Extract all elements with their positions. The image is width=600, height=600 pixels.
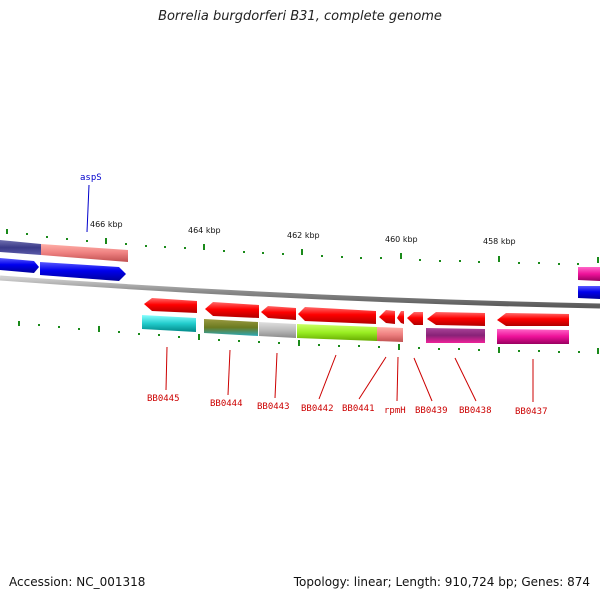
gene-label-BB0437[interactable]: BB0437 [515, 407, 548, 417]
gene-arrow-BB0439[interactable] [407, 312, 423, 325]
gene-arrow-aspS[interactable] [0, 258, 39, 273]
gene-arrow-rpmH[interactable] [397, 311, 404, 324]
gene-arrow-right-forward[interactable] [578, 286, 600, 299]
feature-salmon-upper[interactable] [41, 244, 128, 262]
feature-magenta-right[interactable] [578, 267, 600, 281]
feature-gray[interactable] [259, 322, 296, 338]
gene-label-BB0442[interactable]: BB0442 [301, 404, 334, 414]
tick-label-466: 466 kbp [90, 220, 123, 229]
inner-tick-row [18, 321, 599, 354]
gene-label-aspS[interactable]: aspS [80, 173, 102, 183]
genome-backbone [0, 275, 600, 309]
gene-label-BB0438[interactable]: BB0438 [459, 406, 492, 416]
feature-navy[interactable] [0, 240, 41, 255]
tick-label-460: 460 kbp [385, 235, 418, 244]
gene-arrow-BB0445[interactable] [144, 298, 197, 313]
gene-arrow-BB0437[interactable] [497, 313, 569, 326]
feature-purple[interactable] [426, 328, 485, 343]
feature-cyan[interactable] [142, 315, 196, 332]
gene-arrow-BB0442[interactable] [298, 307, 376, 324]
gene-label-BB0443[interactable]: BB0443 [257, 402, 290, 412]
feature-magenta[interactable] [497, 329, 569, 344]
outer-tick-row [6, 229, 599, 265]
feature-lime[interactable] [297, 324, 377, 341]
gene-label-BB0445[interactable]: BB0445 [147, 394, 180, 404]
leader-lines [86, 184, 534, 402]
genome-title: Borrelia burgdorferi B31, complete genom… [158, 9, 442, 24]
gene-label-BB0441[interactable]: BB0441 [342, 404, 375, 414]
gene-arrow-BB0444[interactable] [205, 302, 259, 318]
tick-label-458: 458 kbp [483, 237, 516, 246]
gene-label-BB0444[interactable]: BB0444 [210, 399, 243, 409]
tick-label-464: 464 kbp [188, 226, 221, 235]
gene-arrow-BB0438[interactable] [427, 312, 485, 326]
tick-label-462: 462 kbp [287, 231, 320, 240]
gene-label-rpmH[interactable]: rpmH [384, 406, 406, 416]
feature-salmon-lower[interactable] [377, 327, 403, 342]
genome-summary-text: Topology: linear; Length: 910,724 bp; Ge… [293, 575, 590, 589]
gene-arrow-BB0443[interactable] [261, 306, 296, 320]
feature-olive[interactable] [204, 319, 258, 336]
accession-text: Accession: NC_001318 [9, 575, 146, 589]
gene-label-BB0439[interactable]: BB0439 [415, 406, 448, 416]
gene-arrow-BB0441[interactable] [379, 310, 395, 324]
gene-arrow-forward[interactable] [40, 262, 126, 281]
